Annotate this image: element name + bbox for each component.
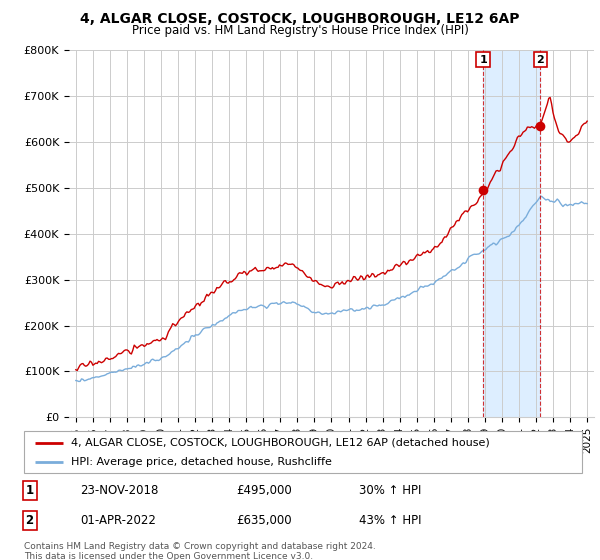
Text: 2: 2 [26, 514, 34, 527]
Bar [483, 50, 540, 417]
Text: Contains HM Land Registry data © Crown copyright and database right 2024.
This d: Contains HM Land Registry data © Crown c… [24, 542, 376, 560]
Text: 1: 1 [479, 54, 487, 64]
Text: 4, ALGAR CLOSE, COSTOCK, LOUGHBOROUGH, LE12 6AP (detached house): 4, ALGAR CLOSE, COSTOCK, LOUGHBOROUGH, L… [71, 437, 490, 447]
Text: 23-NOV-2018: 23-NOV-2018 [80, 484, 158, 497]
Text: 1: 1 [26, 484, 34, 497]
Text: 43% ↑ HPI: 43% ↑ HPI [359, 514, 421, 527]
Text: 30% ↑ HPI: 30% ↑ HPI [359, 484, 421, 497]
Text: 01-APR-2022: 01-APR-2022 [80, 514, 155, 527]
Text: 4, ALGAR CLOSE, COSTOCK, LOUGHBOROUGH, LE12 6AP: 4, ALGAR CLOSE, COSTOCK, LOUGHBOROUGH, L… [80, 12, 520, 26]
Text: £635,000: £635,000 [236, 514, 292, 527]
FancyBboxPatch shape [24, 431, 582, 473]
Text: HPI: Average price, detached house, Rushcliffe: HPI: Average price, detached house, Rush… [71, 457, 332, 467]
Text: 2: 2 [536, 54, 544, 64]
Text: Price paid vs. HM Land Registry's House Price Index (HPI): Price paid vs. HM Land Registry's House … [131, 24, 469, 36]
Text: £495,000: £495,000 [236, 484, 292, 497]
